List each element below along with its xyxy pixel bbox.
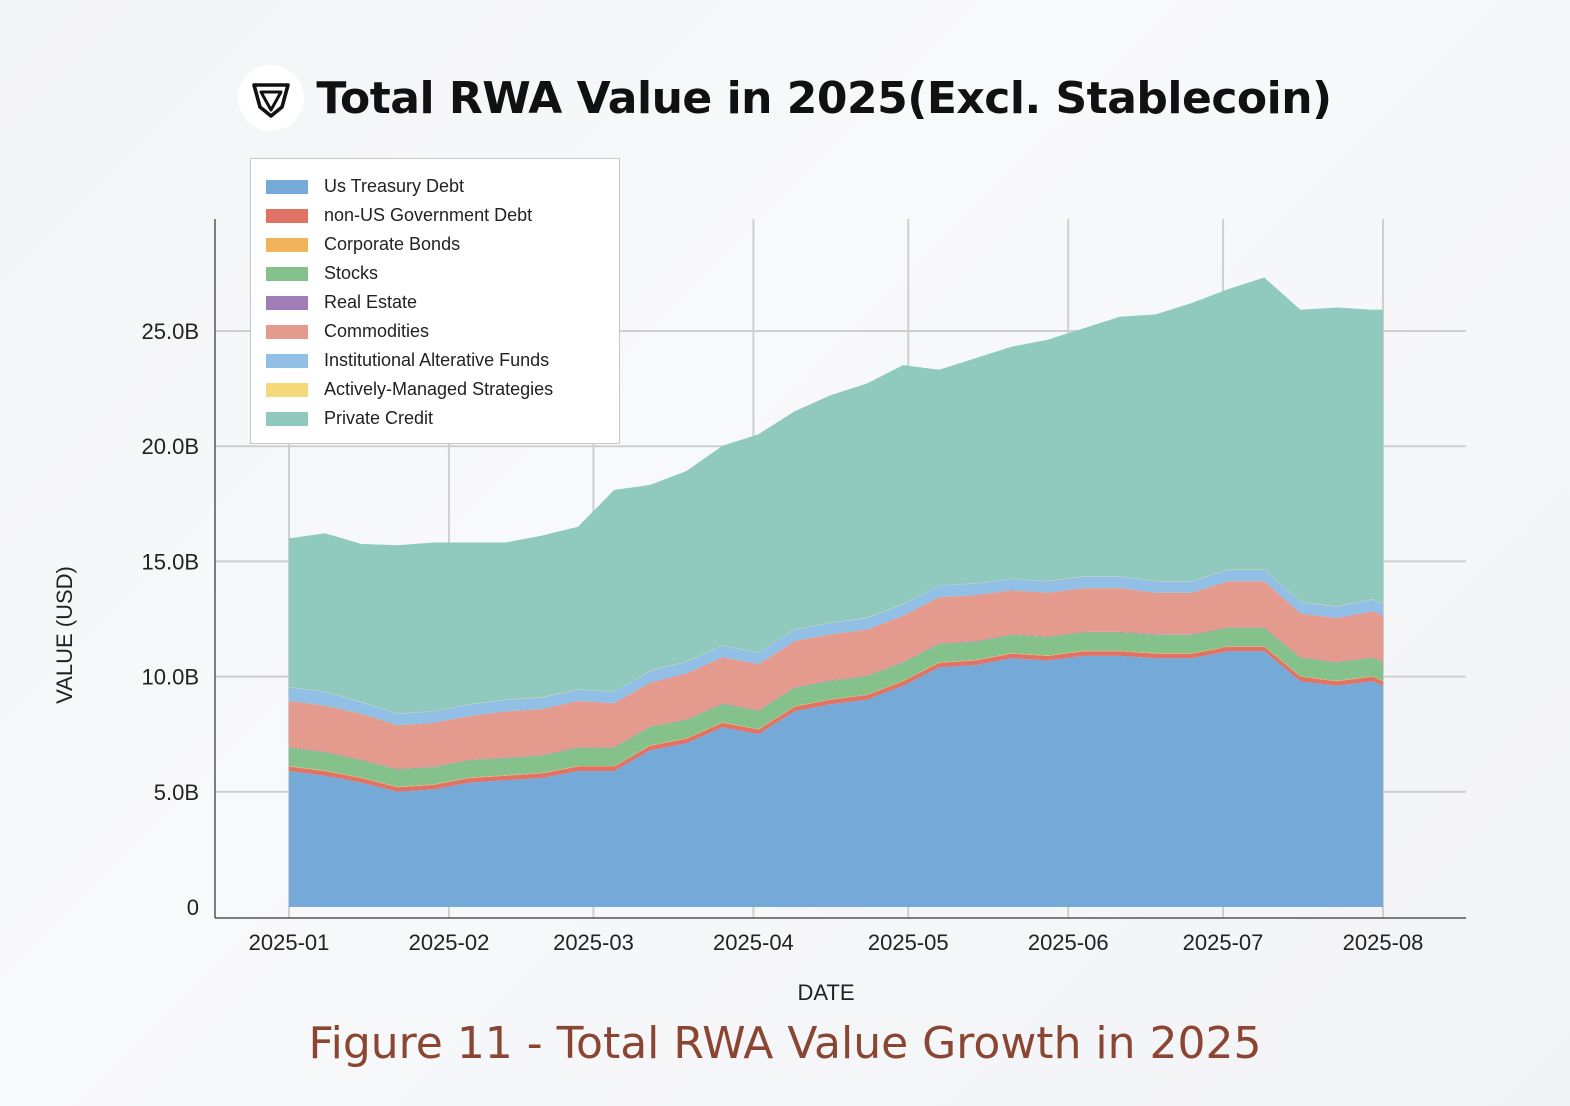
figure-caption: Figure 11 - Total RWA Value Growth in 20… — [308, 1018, 1262, 1069]
y-axis-label: VALUE (USD) — [52, 566, 77, 704]
legend-label: non-US Government Debt — [324, 205, 533, 225]
legend-swatch — [266, 411, 308, 426]
legend-label: Private Credit — [324, 408, 434, 428]
area-series — [289, 651, 1383, 907]
y-tick-label: 0 — [187, 895, 199, 920]
legend-item: Actively-Managed Strategies — [251, 375, 619, 404]
legend-item: non-US Government Debt — [251, 201, 619, 230]
x-axis-label: DATE — [797, 980, 854, 1005]
y-tick-label: 25.0B — [142, 319, 200, 344]
y-tick-label: 10.0B — [142, 665, 200, 690]
legend-swatch — [266, 382, 308, 397]
x-tick-label: 2025-07 — [1183, 930, 1264, 955]
chart-header: Total RWA Value in 2025(Excl. Stablecoin… — [0, 62, 1570, 134]
legend-swatch — [266, 208, 308, 223]
legend-label: Us Treasury Debt — [324, 176, 465, 196]
shield-logo-icon — [238, 65, 305, 131]
legend-item: Us Treasury Debt — [251, 172, 619, 201]
x-tick-label: 2025-05 — [868, 930, 949, 955]
y-tick-label: 20.0B — [142, 434, 200, 459]
legend-item: Institutional Alterative Funds — [251, 346, 619, 375]
x-tick-label: 2025-03 — [553, 930, 634, 955]
legend-swatch — [266, 353, 308, 368]
legend-swatch — [266, 324, 308, 339]
legend-item: Real Estate — [251, 288, 619, 317]
legend-swatch — [266, 295, 308, 310]
legend-label: Commodities — [324, 321, 430, 341]
x-tick-label: 2025-02 — [409, 930, 490, 955]
x-tick-label: 2025-06 — [1028, 930, 1109, 955]
x-tick-label: 2025-01 — [249, 930, 330, 955]
area-series — [289, 627, 1383, 787]
area-series — [289, 581, 1383, 769]
legend-label: Stocks — [324, 263, 379, 283]
legend-label: Corporate Bonds — [324, 234, 461, 254]
legend-item: Stocks — [251, 259, 619, 288]
chart-labels: 0 5.0B 10.0B 15.0B 20.0B 25.0B 2025-01 2025-02 2… — [52, 319, 1423, 1005]
legend-item: Commodities — [251, 317, 619, 346]
legend-item: Corporate Bonds — [251, 230, 619, 259]
x-tick-label: 2025-08 — [1343, 930, 1424, 955]
legend-swatch — [266, 179, 308, 194]
legend-swatch — [266, 237, 308, 252]
legend-label: Actively-Managed Strategies — [324, 379, 554, 399]
area-series — [289, 277, 1383, 714]
area-series — [289, 569, 1383, 726]
x-tick-label: 2025-04 — [713, 930, 794, 955]
y-tick-label: 5.0B — [154, 780, 199, 805]
y-tick-label: 15.0B — [142, 549, 200, 574]
legend-label: Institutional Alterative Funds — [324, 350, 550, 370]
legend-label: Real Estate — [324, 292, 418, 312]
chart-legend: Us Treasury Debt non-US Government Debt Co… — [250, 158, 620, 444]
chart-axes — [214, 219, 1466, 919]
legend-swatch — [266, 266, 308, 281]
page-title: Total RWA Value in 2025(Excl. Stablecoin… — [316, 72, 1332, 124]
chart-areas — [289, 277, 1383, 907]
legend-item: Private Credit — [251, 404, 619, 433]
